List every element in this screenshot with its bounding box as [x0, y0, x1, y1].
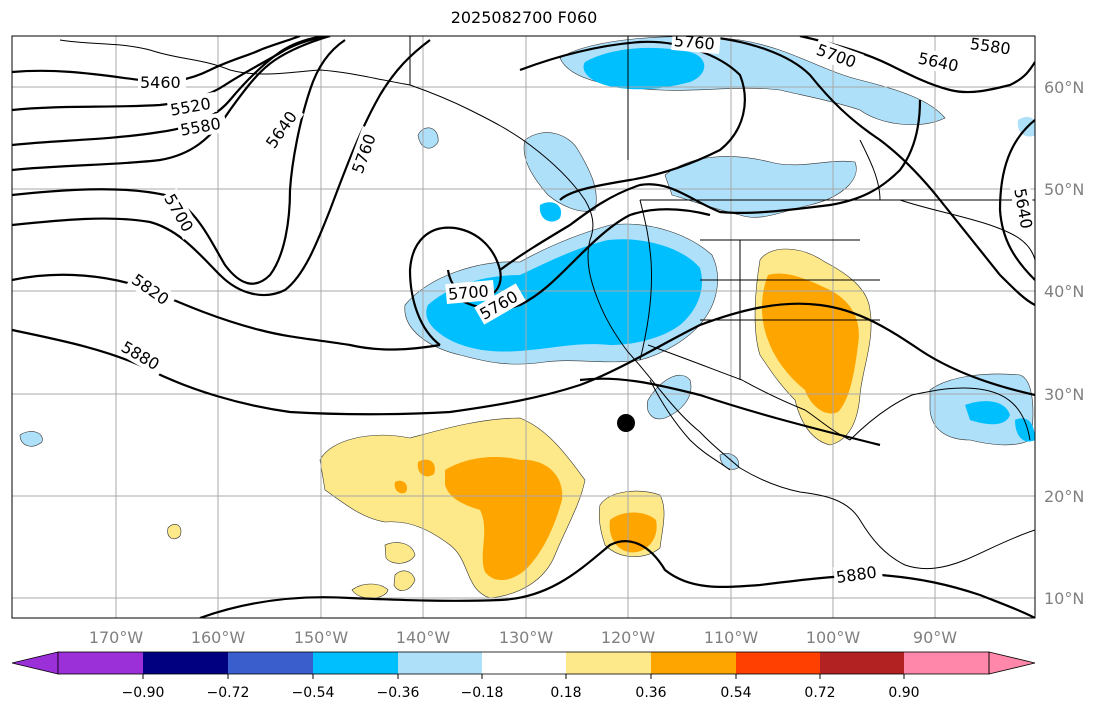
latitude-labels: 60°N 50°N 40°N 30°N 20°N 10°N [1044, 78, 1084, 608]
lon-label: 100°W [806, 628, 861, 647]
colorbar-tick: 0.90 [888, 685, 919, 701]
lat-label: 30°N [1044, 385, 1084, 404]
colorbar-tick: 0.36 [635, 685, 666, 701]
colorbar-segment [651, 652, 736, 674]
colorbar: −0.90 −0.72 −0.54 −0.36 −0.18 0.18 0.36 … [11, 651, 1036, 701]
lon-label: 170°W [89, 628, 144, 647]
colorbar-segment [228, 652, 313, 674]
page-title: 2025082700 F060 [450, 8, 598, 27]
lon-label: 160°W [191, 628, 246, 647]
colorbar-segment [482, 652, 566, 674]
lat-label: 50°N [1044, 180, 1084, 199]
contour-label: 5460 [140, 73, 181, 92]
coastlines [59, 36, 1035, 570]
colorbar-extend-left [11, 651, 59, 675]
colorbar-tick: 0.54 [720, 685, 751, 701]
colorbar-segment [736, 652, 820, 674]
lon-label: 110°W [704, 628, 759, 647]
contour-labels: 5460 5520 5580 5640 5700 5760 5820 5880 … [116, 31, 1035, 588]
colorbar-tick: 0.72 [804, 685, 835, 701]
colorbar-segment [566, 652, 651, 674]
contour-label: 5580 [969, 34, 1012, 58]
lat-label: 40°N [1044, 282, 1084, 301]
contour-label: 5760 [673, 31, 715, 53]
colorbar-segment [58, 652, 143, 674]
colorbar-segment [143, 652, 228, 674]
colorbar-tick: 0.18 [550, 685, 581, 701]
colorbar-tick: −0.54 [292, 685, 335, 701]
lon-label: 120°W [601, 628, 656, 647]
colorbar-tick: −0.72 [207, 685, 250, 701]
longitude-labels: 170°W 160°W 150°W 140°W 130°W 120°W 110°… [89, 628, 957, 647]
positive-anomaly-shading [167, 248, 872, 599]
colorbar-segment [398, 652, 482, 674]
colorbar-extend-right [988, 651, 1036, 675]
lon-label: 140°W [396, 628, 451, 647]
map-frame [11, 35, 1036, 619]
colorbar-tick: −0.36 [377, 685, 420, 701]
colorbar-tick: −0.90 [122, 685, 165, 701]
lat-label: 10°N [1044, 589, 1084, 608]
negative-anomaly-shading [19, 36, 1035, 470]
lon-label: 130°W [499, 628, 554, 647]
colorbar-segment [313, 652, 398, 674]
location-marker [617, 414, 635, 432]
colorbar-segment [820, 652, 904, 674]
colorbar-tick: −0.18 [461, 685, 504, 701]
lat-label: 60°N [1044, 78, 1084, 97]
lon-label: 90°W [913, 628, 957, 647]
colorbar-segment [904, 652, 989, 674]
lon-label: 150°W [294, 628, 349, 647]
contour-label: 5700 [447, 281, 489, 303]
lat-label: 20°N [1044, 487, 1084, 506]
